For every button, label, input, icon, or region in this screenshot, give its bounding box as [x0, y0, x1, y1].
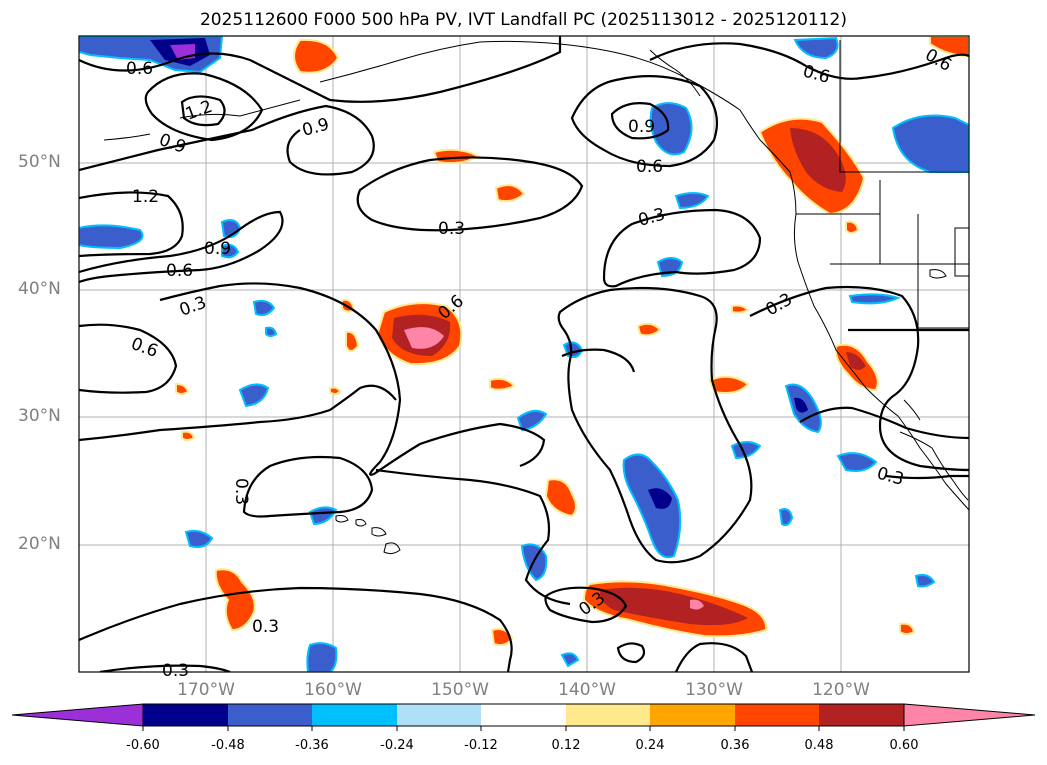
map-frame — [78, 35, 970, 673]
contour-label: 0.3 — [763, 289, 796, 320]
lon-label-120w: 120°W — [812, 680, 870, 700]
contour-label: 0.9 — [300, 115, 331, 141]
colorbar-bin — [143, 704, 228, 726]
contour-label: 0.6 — [636, 157, 663, 177]
neg-blob-w — [79, 224, 144, 250]
colorbar-tick-label: 0.60 — [889, 738, 919, 753]
neg-blob-central — [622, 453, 682, 559]
contour-label: 0.6 — [166, 261, 193, 281]
neg-blob-ne — [793, 36, 839, 60]
colorbar-frame — [142, 703, 905, 727]
lat-label-20n: 20°N — [18, 534, 61, 554]
neg-blob-canada — [891, 114, 969, 173]
colorbar-tick-label: -0.36 — [295, 738, 329, 753]
contour-label: 0.3 — [438, 219, 465, 239]
coastlines — [103, 40, 969, 555]
lon-label-170w: 170°W — [177, 680, 235, 700]
lon-label-150w: 150°W — [431, 680, 489, 700]
contour-label: 0.3 — [875, 464, 906, 490]
contour-label-bottom: 0.3 — [162, 661, 189, 681]
positive-anomalies — [175, 36, 969, 647]
colorbar-bin — [312, 704, 397, 726]
map-title: 2025112600 F000 500 hPa PV, IVT Landfall… — [199, 10, 847, 30]
colorbar-tick-label: 0.48 — [804, 738, 834, 753]
colorbar-tick-label: 0.12 — [551, 738, 581, 753]
colorbar-bin — [228, 704, 312, 726]
contour-label: 0.6 — [801, 62, 832, 88]
colorbar — [11, 703, 1036, 731]
lon-label-130w: 130°W — [685, 680, 743, 700]
contour-labels: 0.6 1.2 0.9 0.9 1.2 0.9 0.6 0.3 0.6 0.3 … — [126, 59, 906, 637]
colorbar-tick-label: -0.48 — [211, 738, 245, 753]
contour-label: 0.3 — [252, 617, 279, 637]
lat-label-50n: 50°N — [18, 152, 61, 172]
colorbar-bin — [566, 704, 650, 726]
lat-label-40n: 40°N — [18, 279, 61, 299]
negative-anomalies — [79, 36, 969, 672]
colorbar-extend-high — [903, 703, 1036, 727]
colorbar-extend-low — [11, 703, 144, 727]
contour-label: 1.2 — [183, 97, 215, 125]
lon-label-140w: 140°W — [558, 680, 616, 700]
contour-label: 0.3 — [636, 205, 667, 231]
colorbar-tick-label: 0.24 — [635, 738, 665, 753]
colorbar-bin — [819, 704, 904, 726]
colorbar-bin — [397, 704, 481, 726]
lon-label-160w: 160°W — [304, 680, 362, 700]
contour-label: 0.6 — [126, 59, 153, 79]
neg-blob-alaska — [649, 102, 693, 156]
contour-label: 0.3 — [177, 293, 209, 321]
lat-label-30n: 30°N — [18, 406, 61, 426]
colorbar-bin — [650, 704, 735, 726]
colorbar-tick-label: -0.12 — [464, 738, 498, 753]
colorbar-tick-label: 0.36 — [720, 738, 750, 753]
contour-label: 0.9 — [628, 117, 655, 137]
contour-label: 0.3 — [231, 478, 251, 505]
colorbar-tick-label: -0.24 — [380, 738, 414, 753]
contour-label: 0.9 — [204, 239, 231, 259]
contour-label: 1.2 — [132, 187, 159, 207]
colorbar-tick-label: -0.60 — [126, 738, 160, 753]
colorbar-bin — [735, 704, 819, 726]
colorbar-bin — [481, 704, 566, 726]
